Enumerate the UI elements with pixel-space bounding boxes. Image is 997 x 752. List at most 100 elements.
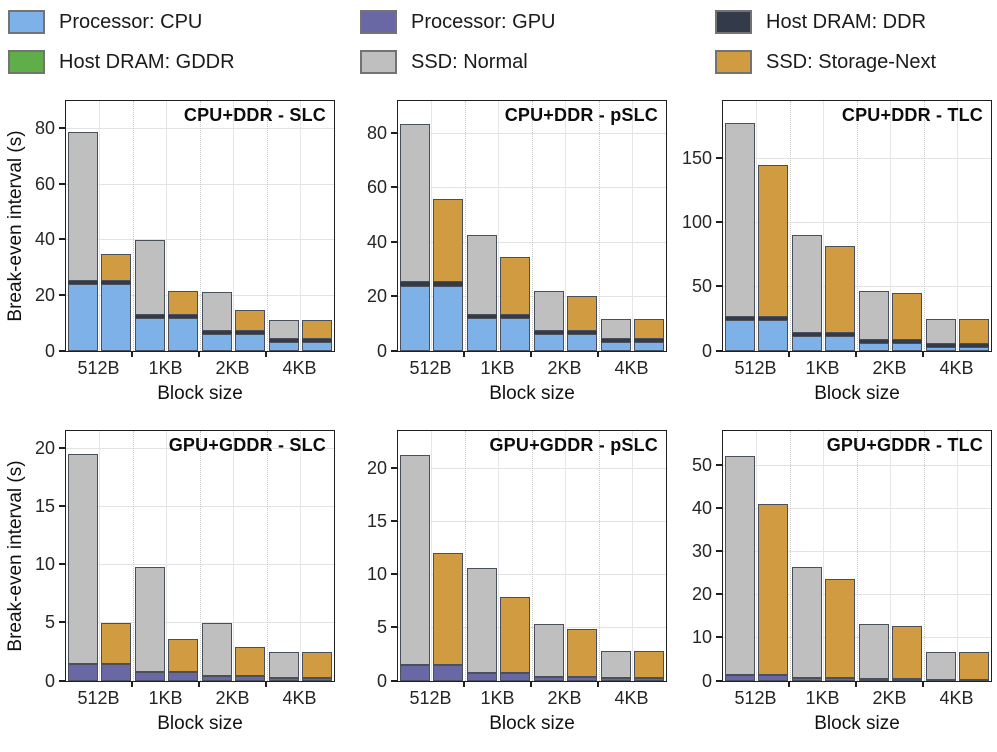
y-tick-mark xyxy=(59,293,65,296)
bar-segment-ssd xyxy=(725,123,755,318)
x-minor-gridline xyxy=(598,101,600,351)
y-tick-mark xyxy=(391,295,397,298)
bar-normal xyxy=(202,622,232,681)
bar-storage-next xyxy=(433,553,463,681)
y-tick-mark xyxy=(391,186,397,189)
x-gridline xyxy=(890,431,891,681)
plot-area xyxy=(722,100,992,352)
bar-segment-processor xyxy=(634,342,664,351)
x-minor-tick-mark xyxy=(131,352,133,357)
x-minor-gridline xyxy=(789,101,791,351)
x-axis-label: Block size xyxy=(814,383,900,404)
y-tick-label: 20 xyxy=(366,286,387,307)
bar-segment-dram xyxy=(758,317,788,321)
bar-segment-ssd xyxy=(959,319,989,344)
bar-segment-processor xyxy=(959,346,989,351)
bar-segment-ssd xyxy=(959,651,989,680)
bar-segment-processor xyxy=(269,678,299,681)
x-minor-tick-mark xyxy=(922,682,924,687)
x-minor-tick-mark xyxy=(788,352,790,357)
bar-segment-ssd xyxy=(892,293,922,340)
x-axis-label: Block size xyxy=(814,713,900,734)
y-tick-mark xyxy=(59,679,65,682)
bar-segment-ssd xyxy=(634,318,664,340)
x-tick-label: 1KB xyxy=(148,358,183,378)
x-minor-tick-mark xyxy=(788,682,790,687)
bar-storage-next xyxy=(235,647,265,681)
bar-storage-next xyxy=(500,596,530,681)
panel-title: CPU+DDR - SLC xyxy=(183,105,326,125)
y-tick-mark xyxy=(391,132,397,135)
y-tick-mark xyxy=(59,505,65,508)
bar-segment-dram xyxy=(500,315,530,319)
bar-normal xyxy=(467,235,497,351)
bar-segment-processor xyxy=(302,341,332,351)
bar-segment-processor xyxy=(725,320,755,351)
y-tick-mark xyxy=(391,519,397,522)
bar-segment-dram xyxy=(534,330,564,334)
bar-segment-ssd xyxy=(235,647,265,677)
legend-item: Processor: CPU xyxy=(8,10,360,34)
bar-segment-dram xyxy=(892,339,922,343)
bar-segment-dram xyxy=(302,338,332,342)
bar-normal xyxy=(725,455,755,681)
x-tick-label: 1KB xyxy=(148,688,183,708)
legend-item: SSD: Normal xyxy=(360,50,715,74)
x-tick-label: 512B xyxy=(409,688,452,708)
x-gridline xyxy=(756,101,757,351)
bar-segment-processor xyxy=(892,342,922,351)
x-minor-gridline xyxy=(923,431,925,681)
bar-segment-processor xyxy=(202,676,232,681)
y-tick-label: 80 xyxy=(366,123,387,144)
bar-segment-ssd xyxy=(467,568,497,673)
y-tick-mark xyxy=(59,182,65,185)
x-tick-label: 2KB xyxy=(547,688,582,708)
bar-segment-dram xyxy=(235,330,265,334)
bar-storage-next xyxy=(101,622,131,681)
y-tick-mark xyxy=(716,593,722,596)
y-tick-mark xyxy=(716,157,722,160)
x-tick-label: 1KB xyxy=(480,358,515,378)
bar-segment-ssd xyxy=(926,651,956,680)
x-gridline xyxy=(300,101,301,351)
x-axis-label: Block size xyxy=(489,713,575,734)
x-tick-label: 4KB xyxy=(939,688,974,708)
legend-label: Processor: GPU xyxy=(411,10,556,33)
y-tick-label: 15 xyxy=(34,496,55,517)
bar-segment-processor xyxy=(825,335,855,351)
bar-segment-dram xyxy=(725,317,755,321)
bar-segment-dram xyxy=(825,332,855,336)
panel-title: GPU+GDDR - TLC xyxy=(826,435,983,455)
bar-segment-processor xyxy=(792,677,822,681)
y-tick-mark xyxy=(391,573,397,576)
x-minor-tick-mark xyxy=(265,682,267,687)
x-gridline xyxy=(565,431,566,681)
x-minor-tick-mark xyxy=(463,352,465,357)
y-tick-label: 0 xyxy=(44,340,55,361)
y-tick-label: 5 xyxy=(44,612,55,633)
x-gridline xyxy=(233,101,234,351)
bar-segment-ssd xyxy=(168,639,198,673)
plot-area xyxy=(397,100,667,352)
y-tick-label: 30 xyxy=(691,541,712,562)
x-tick-label: 1KB xyxy=(805,688,840,708)
bar-segment-processor xyxy=(68,284,98,351)
legend-label: Host DRAM: GDDR xyxy=(59,50,235,73)
bar-segment-processor xyxy=(235,333,265,351)
bar-segment-ssd xyxy=(500,256,530,316)
legend-label: Processor: CPU xyxy=(59,10,203,33)
bar-normal xyxy=(926,651,956,681)
y-tick-label: 0 xyxy=(376,340,387,361)
x-tick-label: 1KB xyxy=(480,688,515,708)
y-tick-label: 20 xyxy=(34,284,55,305)
bar-segment-ssd xyxy=(302,319,332,339)
bar-storage-next xyxy=(959,651,989,681)
gddr-color-swatch-icon xyxy=(8,50,45,74)
bar-segment-processor xyxy=(269,341,299,351)
bar-normal xyxy=(269,651,299,681)
bar-segment-processor xyxy=(792,335,822,351)
x-gridline xyxy=(99,431,100,681)
x-tick-label: 512B xyxy=(734,688,777,708)
y-tick-label: 20 xyxy=(366,457,387,478)
ddr-color-swatch-icon xyxy=(715,10,752,34)
